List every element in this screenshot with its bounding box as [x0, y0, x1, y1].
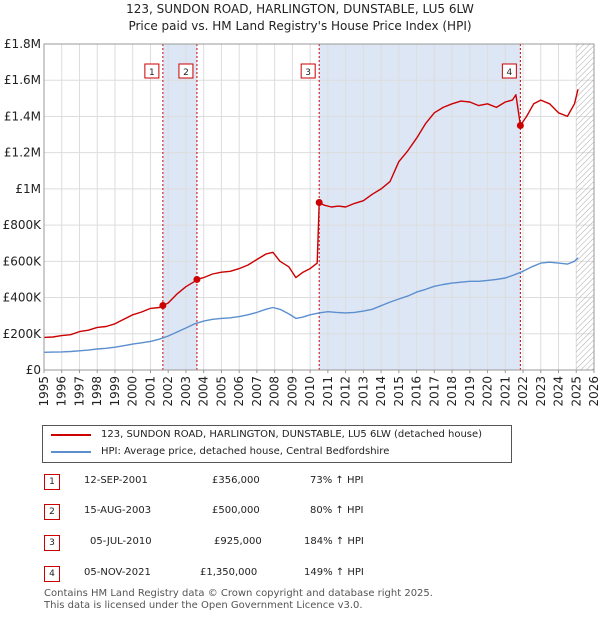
x-tick-label: 1998	[90, 376, 104, 407]
sale-point	[193, 275, 201, 283]
property-series-line	[43, 89, 579, 339]
y-tick-label: £200K	[3, 327, 43, 341]
transaction-hpi: 184% ↑ HPI	[304, 536, 364, 547]
future-hatch	[576, 44, 594, 370]
transaction-hpi: 149% ↑ HPI	[304, 567, 364, 578]
table-row: 4 05-NOV-2021 £1,350,000 149% ↑ HPI	[44, 564, 464, 584]
x-tick-label: 2017	[427, 376, 441, 407]
x-tick-label: 2002	[161, 376, 175, 407]
x-tick-label: 2013	[356, 376, 370, 407]
legend-swatch-property	[51, 434, 91, 436]
x-tick-label: 2000	[126, 376, 140, 407]
transaction-date: 05-NOV-2021	[84, 567, 151, 578]
sale-marker-label: 2	[183, 68, 189, 78]
plot-frame	[43, 43, 595, 371]
transaction-hpi: 80% ↑ HPI	[310, 505, 364, 516]
transaction-number-badge: 4	[44, 566, 60, 582]
legend-swatch-hpi	[51, 451, 91, 453]
x-tick-label: 2001	[143, 376, 157, 407]
sale-marker-box	[501, 63, 517, 79]
table-row: 2 15-AUG-2003 £500,000 80% ↑ HPI	[44, 502, 464, 522]
x-tick-label: 2019	[463, 376, 477, 407]
x-tick-label: 2003	[179, 376, 193, 407]
chart-subtitle: Price paid vs. HM Land Registry's House …	[128, 19, 472, 33]
x-tick-label: 1997	[72, 376, 86, 407]
y-tick-label: £800K	[3, 218, 43, 232]
y-tick-label: £1M	[15, 182, 41, 196]
x-tick-label: 2008	[268, 376, 282, 407]
transaction-number-badge: 3	[44, 535, 60, 551]
y-tick-label: £0	[26, 363, 41, 377]
y-tick-label: £1.6M	[4, 73, 41, 87]
x-tick-label: 2016	[410, 376, 424, 407]
transaction-date: 05-JUL-2010	[90, 536, 152, 547]
transaction-number-badge: 1	[44, 474, 60, 490]
chart-legend: 123, SUNDON ROAD, HARLINGTON, DUNSTABLE,…	[42, 425, 512, 463]
y-tick-label: £1.4M	[4, 109, 41, 123]
x-tick-label: 2010	[303, 376, 317, 407]
ownership-shade	[319, 44, 521, 370]
x-tick-label: 1999	[108, 376, 122, 407]
legend-label-hpi: HPI: Average price, detached house, Cent…	[101, 446, 390, 457]
footer: Contains HM Land Registry data © Crown c…	[44, 588, 433, 612]
sale-marker-box	[178, 63, 194, 79]
price-chart: 1 2 3 4 £0 £200K £400K £600K £800K £1M £1.2M £1.4M…	[3, 37, 600, 407]
sale-point	[159, 302, 167, 310]
x-tick-label: 2023	[534, 376, 548, 407]
transaction-hpi: 73% ↑ HPI	[310, 475, 364, 486]
transaction-price: £1,350,000	[200, 567, 258, 578]
transaction-date: 12-SEP-2001	[84, 475, 148, 486]
x-tick-label: 2005	[214, 376, 228, 407]
sale-marker-label: 1	[149, 68, 155, 78]
x-tick-label: 2009	[285, 376, 299, 407]
y-tick-label: £400K	[3, 291, 43, 305]
x-tick-label: 2021	[498, 376, 512, 407]
sale-point	[516, 122, 524, 129]
y-tick-label: £600K	[3, 254, 43, 268]
x-tick-label: 2015	[392, 376, 406, 407]
x-tick-label: 2004	[197, 376, 211, 407]
x-tick-label: 1996	[55, 376, 69, 407]
footer-licence: This data is licensed under the Open Gov…	[44, 600, 363, 611]
sale-point	[315, 198, 323, 206]
x-tick-label: 2018	[445, 376, 459, 407]
transaction-number-badge: 2	[44, 504, 60, 520]
x-tick-label: 2006	[232, 376, 246, 407]
x-tick-label: 2026	[587, 376, 600, 407]
transaction-price: £500,000	[212, 505, 260, 516]
transaction-price: £925,000	[214, 536, 262, 547]
transaction-date: 15-AUG-2003	[84, 505, 152, 516]
sale-marker-box	[144, 63, 160, 79]
x-tick-label: 2012	[339, 376, 353, 407]
x-tick-label: 2014	[374, 376, 388, 407]
sale-marker-label: 4	[507, 68, 513, 78]
footer-copyright: Contains HM Land Registry data © Crown c…	[44, 588, 433, 599]
x-tick-label: 2022	[516, 376, 530, 407]
hpi-series-line	[43, 257, 579, 353]
transaction-price: £356,000	[212, 475, 260, 486]
sale-marker-box	[300, 63, 316, 79]
y-tick-label: £1.2M	[4, 146, 41, 160]
chart-title: 123, SUNDON ROAD, HARLINGTON, DUNSTABLE,…	[126, 2, 474, 16]
x-tick-label: 2007	[250, 376, 264, 407]
y-tick-label: £1.8M	[4, 37, 41, 51]
x-tick-label: 2025	[569, 376, 583, 407]
table-row: 1 12-SEP-2001 £356,000 73% ↑ HPI	[44, 472, 464, 492]
sale-marker-label: 3	[305, 68, 311, 78]
legend-label-property: 123, SUNDON ROAD, HARLINGTON, DUNSTABLE,…	[101, 429, 483, 440]
x-tick-label: 2020	[481, 376, 495, 407]
x-tick-label: 2011	[321, 376, 335, 407]
table-row: 3 05-JUL-2010 £925,000 184% ↑ HPI	[44, 533, 464, 553]
x-tick-label: 2024	[552, 376, 566, 407]
x-tick-label: 1995	[37, 376, 51, 407]
